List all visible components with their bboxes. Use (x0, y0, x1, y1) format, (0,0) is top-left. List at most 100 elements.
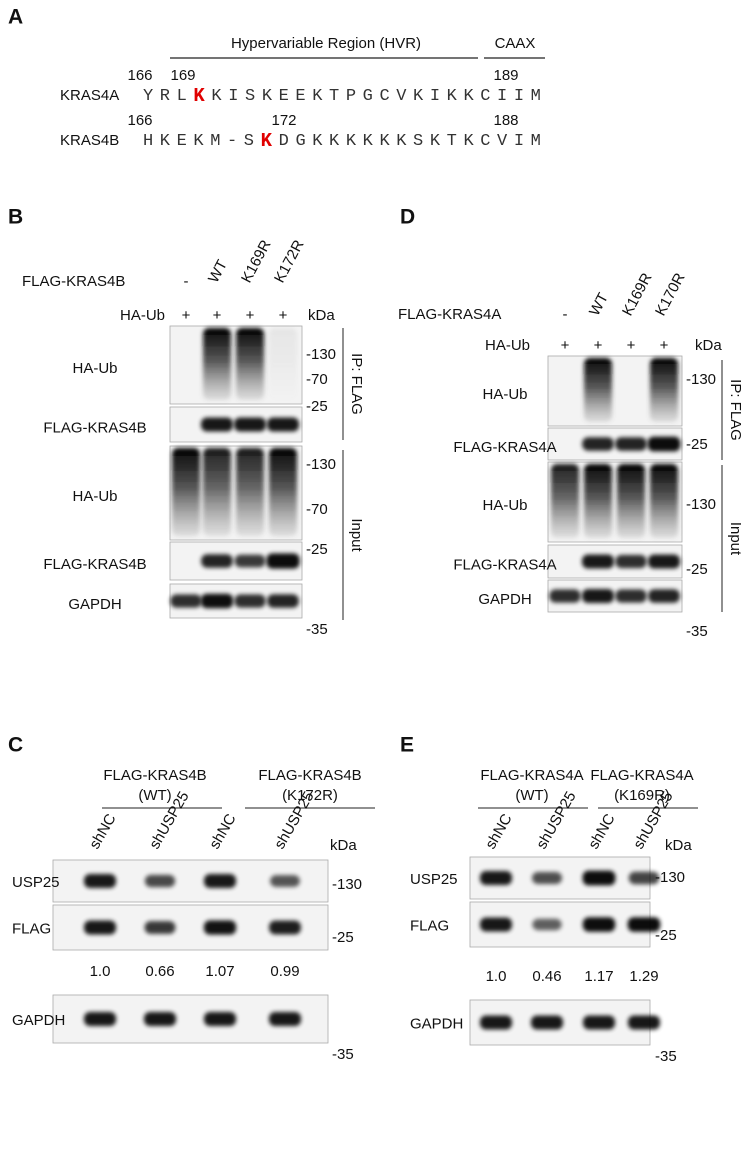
band (628, 1015, 660, 1030)
size-marker: -130 (306, 346, 336, 363)
band (200, 593, 234, 609)
quantification: 1.0 (486, 968, 507, 985)
band (170, 594, 202, 608)
kda-label: kDa (695, 337, 722, 354)
band (269, 1012, 301, 1026)
panel-label: E (400, 734, 414, 757)
band (144, 1012, 176, 1026)
band (480, 1015, 512, 1030)
smear (617, 464, 645, 538)
lane-label: K169R (238, 237, 275, 286)
band (84, 920, 116, 935)
lane-label: WT (205, 257, 231, 286)
smear (584, 464, 612, 538)
hvr-label: Hypervariable Region (HVR) (231, 35, 421, 52)
residue-number: 189 (493, 67, 518, 84)
blot-label: GAPDH (410, 1015, 463, 1032)
band (267, 417, 299, 432)
size-marker: -130 (332, 876, 362, 893)
size-marker: -35 (306, 621, 328, 638)
residue-number: 166 (127, 67, 152, 84)
protein-name: KRAS4B (60, 132, 119, 149)
lane-label: WT (586, 290, 612, 319)
row-label: HA-Ub (120, 307, 165, 324)
ub-sign: + (660, 337, 669, 354)
group-label: FLAG-KRAS4A (480, 767, 583, 784)
band (204, 874, 236, 888)
band (84, 1012, 116, 1026)
band (627, 917, 661, 932)
band (532, 872, 562, 884)
smear (551, 464, 579, 538)
band (234, 417, 266, 432)
residue-number: 172 (271, 112, 296, 129)
band (582, 870, 616, 886)
band (201, 554, 233, 568)
size-marker: -35 (332, 1046, 354, 1063)
blot-label: USP25 (410, 871, 458, 888)
panel-label: B (8, 206, 23, 229)
blot-label: GAPDH (12, 1012, 65, 1029)
smear (269, 448, 297, 536)
band (648, 554, 680, 569)
group-label: (K172R) (282, 787, 338, 804)
band (549, 589, 581, 603)
band (234, 554, 266, 568)
band (204, 1012, 236, 1026)
ub-sign: + (594, 337, 603, 354)
size-marker: -130 (686, 371, 716, 388)
size-marker: -130 (655, 869, 685, 886)
ub-sign: + (246, 307, 255, 324)
band (582, 437, 614, 451)
blot-label: FLAG (12, 920, 51, 937)
band (144, 874, 176, 888)
quantification: 1.29 (629, 968, 658, 985)
lane-label: - (184, 273, 189, 290)
band (201, 417, 233, 432)
section-label: Input (348, 518, 365, 552)
group-label: (K169R) (614, 787, 670, 804)
lane-label: shNC (86, 811, 120, 852)
sequence-part: YRL (143, 87, 193, 106)
smear (203, 448, 231, 536)
smear (172, 448, 200, 536)
band (270, 875, 300, 887)
band (615, 437, 647, 451)
size-marker: -35 (655, 1048, 677, 1065)
smear (584, 358, 612, 422)
band (583, 1015, 615, 1030)
smear (650, 358, 678, 422)
band (532, 918, 562, 931)
quantification: 0.99 (270, 963, 299, 980)
smear (203, 328, 231, 400)
size-marker: -25 (686, 436, 708, 453)
size-marker: -70 (306, 371, 328, 388)
band (531, 1015, 563, 1030)
sequence-part: HKEKM-S (143, 132, 261, 151)
blot-label: GAPDH (478, 591, 531, 608)
section-label: IP: FLAG (727, 379, 744, 441)
group-label: FLAG-KRAS4B (103, 767, 206, 784)
band (628, 871, 660, 885)
lane-label: K170R (652, 270, 689, 319)
group-label: FLAG-KRAS4A (590, 767, 693, 784)
quantification: 0.66 (145, 963, 174, 980)
blot-label: GAPDH (68, 596, 121, 613)
kda-label: kDa (665, 837, 692, 854)
band (582, 589, 614, 603)
kda-label: kDa (330, 837, 357, 854)
ub-sign: + (561, 337, 570, 354)
ub-sign: + (213, 307, 222, 324)
blot-label: FLAG-KRAS4B (43, 419, 146, 436)
band (203, 920, 237, 935)
size-marker: -130 (686, 496, 716, 513)
panel-label: C (8, 734, 23, 757)
size-marker: -25 (655, 927, 677, 944)
blot-label: FLAG (410, 917, 449, 934)
quantification: 1.07 (205, 963, 234, 980)
blot-label: FLAG-KRAS4A (453, 556, 556, 573)
band (582, 917, 616, 932)
ub-sign: + (627, 337, 636, 354)
lane-label: shNC (206, 811, 240, 852)
